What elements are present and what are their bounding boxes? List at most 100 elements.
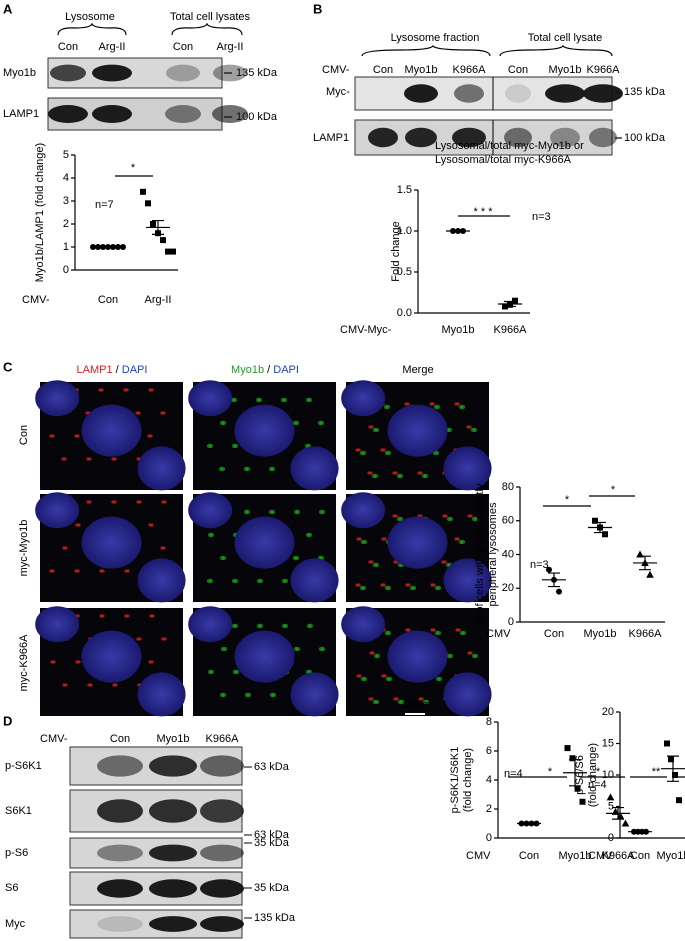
y-tick-label: 4 xyxy=(63,172,69,184)
myo1b-dot xyxy=(283,623,289,629)
myo1b-dot xyxy=(460,539,466,545)
nucleus xyxy=(290,672,339,717)
nucleus xyxy=(188,606,233,643)
lysosome-dot xyxy=(51,569,55,573)
x-prefix: CMV xyxy=(588,850,613,862)
myo1b-dot xyxy=(385,404,391,410)
point xyxy=(556,588,562,595)
point xyxy=(145,200,151,207)
myo1b-dot xyxy=(282,397,288,403)
myo1b-dot xyxy=(424,699,430,705)
lysosome-dot xyxy=(468,425,472,429)
myo1b-dot xyxy=(320,646,326,652)
brace xyxy=(499,45,613,57)
myo1b-dot xyxy=(473,653,479,659)
nucleus xyxy=(443,672,492,717)
lysosome-dot xyxy=(51,434,55,438)
myo1b-dot xyxy=(375,653,381,659)
lysosome-dot xyxy=(149,434,153,438)
nucleus xyxy=(137,558,186,603)
band xyxy=(48,105,88,123)
column-header: LAMP1 / DAPI xyxy=(77,364,148,376)
annotation: * xyxy=(565,494,570,506)
row-label: myc-K966A xyxy=(18,634,30,692)
point xyxy=(140,188,146,195)
lane-label: K966A xyxy=(586,64,620,76)
category-label: Myo1b xyxy=(558,850,591,862)
point xyxy=(672,772,678,778)
nucleus xyxy=(341,492,386,529)
panel-letter: D xyxy=(3,713,12,728)
annotation: * xyxy=(131,162,136,174)
prefix: CMV- xyxy=(40,733,68,745)
lane-label: K966A xyxy=(205,733,239,745)
band xyxy=(404,84,438,103)
myo1b-dot xyxy=(473,516,479,522)
annotation: n=7 xyxy=(95,199,114,211)
lysosome-dot xyxy=(407,583,411,587)
band xyxy=(166,64,200,82)
lysosome-dot xyxy=(395,697,399,701)
point xyxy=(90,244,96,250)
channel: Myo1b xyxy=(231,364,264,376)
category-label: Con xyxy=(630,850,650,862)
y-tick-label: 0.5 xyxy=(397,266,412,278)
lane-label: K966A xyxy=(452,64,486,76)
myo1b-dot xyxy=(257,397,263,403)
blot-header: Lysosome xyxy=(65,11,115,23)
lysosome-dot xyxy=(63,457,67,461)
y-axis-label: (fold change) xyxy=(587,743,599,807)
band xyxy=(200,799,244,823)
band xyxy=(200,755,244,777)
lysosome-dot xyxy=(126,569,130,573)
lysosome-dot xyxy=(357,448,361,452)
blot-header: Total cell lysate xyxy=(528,32,603,44)
error-bar xyxy=(152,219,164,235)
nucleus xyxy=(35,606,80,643)
lysosome-dot xyxy=(394,514,398,518)
nucleus xyxy=(387,404,448,457)
band xyxy=(149,844,197,862)
myo1b-dot xyxy=(270,466,276,472)
lysosome-dot xyxy=(469,514,473,518)
lane-label: Con xyxy=(173,41,193,53)
nucleus xyxy=(234,404,295,457)
point xyxy=(546,566,552,573)
category-label: Con xyxy=(519,850,539,862)
annotation: n=3 xyxy=(532,211,551,223)
x-prefix: CMV- xyxy=(22,294,50,306)
band xyxy=(97,916,143,932)
blot-row-label: Myc xyxy=(5,918,26,930)
myo1b-dot xyxy=(258,623,264,629)
micrographs: 10µm xyxy=(35,380,492,717)
error-bar xyxy=(548,572,560,588)
lysosome-dot xyxy=(113,457,117,461)
nucleus xyxy=(290,446,339,491)
myo1b-dot xyxy=(319,555,325,561)
lysosome-dot xyxy=(114,683,118,687)
y-axis-label: % of cells with predominantly xyxy=(474,483,486,625)
annotation: * xyxy=(548,766,553,778)
point xyxy=(602,531,608,538)
point xyxy=(160,237,166,244)
x-prefix: CMV xyxy=(486,628,511,640)
lane-label: Arg-II xyxy=(217,41,244,53)
myo1b-dot xyxy=(436,585,442,591)
myo1b-dot xyxy=(283,578,289,584)
lysosome-dot xyxy=(406,402,410,406)
y-tick-label: 15 xyxy=(602,737,614,749)
myo1b-dot xyxy=(448,516,454,522)
lysosome-dot xyxy=(443,560,447,564)
size-marker: 63 kDa xyxy=(254,761,290,773)
point xyxy=(592,517,598,524)
lysosome-dot xyxy=(419,471,423,475)
y-axis-label: (fold change) xyxy=(462,748,474,812)
lane-label: Con xyxy=(58,41,78,53)
myo1b-dot xyxy=(221,420,227,426)
lysosome-dot xyxy=(151,614,155,618)
lysosome-dot xyxy=(126,614,130,618)
lysosome-dot xyxy=(88,457,92,461)
myo1b-dot xyxy=(461,630,467,636)
myo1b-dot xyxy=(362,676,368,682)
lysosome-dot xyxy=(52,660,56,664)
